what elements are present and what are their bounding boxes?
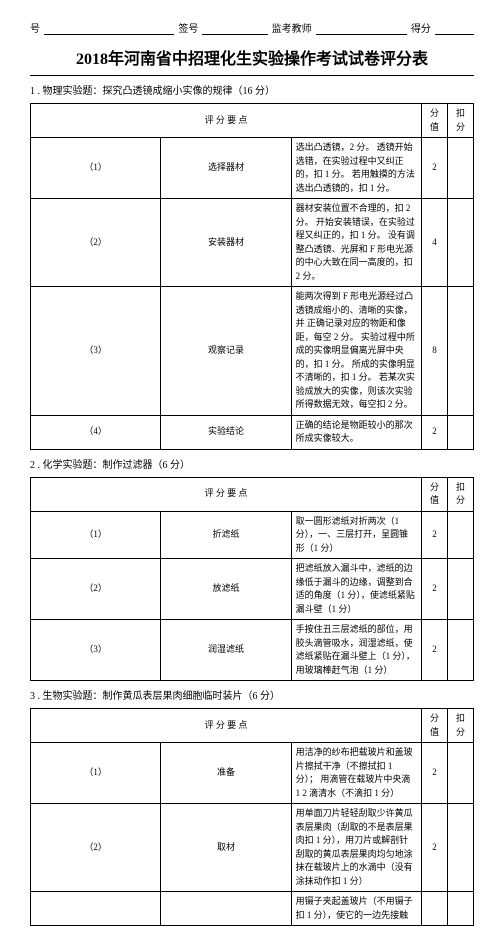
row-score: 2 [422,511,448,559]
row-points: 手按住丑三层滤纸的部位，用胶头滴管吸水，润湿滤纸，使滤纸紧贴在漏斗壁上（1 分）… [291,620,421,681]
row-name: 安装器材 [161,199,291,287]
row-name: 选择器材 [161,138,291,199]
table-row: （3） 润湿滤纸 手按住丑三层滤纸的部位，用胶头滴管吸水，润湿滤纸，使滤纸紧贴在… [31,620,474,681]
col-points: 评 分 要 点 [31,709,422,743]
page-title: 2018年河南省中招理化生实验操作考试试卷评分表 [30,45,474,76]
table-header-row: 评 分 要 点 分值 扣分 [31,709,474,743]
row-points: 用单面刀片轻轻刮取少许黄瓜表层果肉（刮取的不是表层果肉扣 1 分），用刀片或解剖… [291,804,421,892]
table-row: （3） 观察记录 能两次得到 F 形电光源经过凸透镜成缩小的、清晰的实像，并 正… [31,287,474,416]
row-deduct [448,287,474,416]
row-name: 润湿滤纸 [161,620,291,681]
row-name: 折滤纸 [161,511,291,559]
blank-hao [44,23,174,35]
row-idx: （2） [31,559,161,620]
row-deduct [448,892,474,926]
section-3-heading: 3 . 生物实验题：制作黄瓜表层果肉细胞临时装片（6 分） [30,687,474,702]
row-idx: （4） [31,415,161,449]
row-deduct [448,511,474,559]
row-idx: （3） [31,287,161,416]
section-2-heading: 2 . 化学实验题：制作过滤器（6 分） [30,456,474,471]
row-name: 放滤纸 [161,559,291,620]
row-idx: （1） [31,138,161,199]
table-row: （4） 实验结论 正确的结论是物距较小的那次所成实像较大。 2 [31,415,474,449]
row-idx: （3） [31,620,161,681]
label-defen: 得分 [411,20,431,35]
row-name: 实验结论 [161,415,291,449]
table-physics: 评 分 要 点 分值 扣分 （1） 选择器材 选出凸透镜，2 分。 透镜开始选错… [30,103,474,450]
row-score: 2 [422,620,448,681]
col-score: 分值 [422,104,448,138]
table-row: （1） 选择器材 选出凸透镜，2 分。 透镜开始选错，在实验过程中又纠正的，扣 … [31,138,474,199]
blank-jiankao [316,23,407,35]
row-deduct [448,743,474,804]
row-deduct [448,199,474,287]
label-hao: 号 [30,20,40,35]
table-row: （2） 放滤纸 把滤纸放入漏斗中，滤纸的边缘低于漏斗的边缘，调整到合适的角度（1… [31,559,474,620]
header-signature-line: 号 签号 监考教师 得分 [30,20,474,35]
row-points: 选出凸透镜，2 分。 透镜开始选错，在实验过程中又纠正的，扣 1 分。 若用触摸… [291,138,421,199]
row-deduct [448,804,474,892]
row-name [161,892,291,926]
table-biology: 评 分 要 点 分值 扣分 （1） 准备 用洁净的纱布把载玻片和盖玻片擦拭干净（… [30,708,474,926]
row-idx: （2） [31,199,161,287]
row-score: 2 [422,138,448,199]
blank-qianhao [202,23,267,35]
label-jiankao: 监考教师 [272,20,312,35]
row-idx: （2） [31,804,161,892]
row-score: 2 [422,804,448,892]
row-score: 4 [422,199,448,287]
row-points: 用洁净的纱布把载玻片和盖玻片擦拭干净（不擦拭扣 1 分）； 用滴管在载玻片中央滴… [291,743,421,804]
row-score: 2 [422,743,448,804]
row-points: 把滤纸放入漏斗中，滤纸的边缘低于漏斗的边缘，调整到合适的角度（1 分），使滤纸紧… [291,559,421,620]
table-row: （1） 折滤纸 取一圆形滤纸对折两次（1 分），一、三层打开，呈圆锥形（1 分）… [31,511,474,559]
row-points: 器材安装位置不合理的，扣 2 分。 开始安装错误，在实验过程又纠正的，扣 1 分… [291,199,421,287]
row-idx: （1） [31,743,161,804]
col-deduct: 扣分 [448,477,474,511]
row-score: 8 [422,287,448,416]
table-header-row: 评 分 要 点 分值 扣分 [31,477,474,511]
row-name: 准备 [161,743,291,804]
row-deduct [448,620,474,681]
row-score: 2 [422,559,448,620]
row-points: 能两次得到 F 形电光源经过凸透镜成缩小的、清晰的实像，并 正确记录对应的物距和… [291,287,421,416]
blank-defen [435,23,474,35]
row-points: 取一圆形滤纸对折两次（1 分），一、三层打开，呈圆锥形（1 分） [291,511,421,559]
col-points: 评 分 要 点 [31,477,422,511]
table-row: （2） 取材 用单面刀片轻轻刮取少许黄瓜表层果肉（刮取的不是表层果肉扣 1 分）… [31,804,474,892]
table-header-row: 评 分 要 点 分值 扣分 [31,104,474,138]
col-deduct: 扣分 [448,104,474,138]
col-score: 分值 [422,477,448,511]
row-deduct [448,559,474,620]
section-1-heading: 1 . 物理实验题：探究凸透镜成缩小实像的规律（16 分） [30,82,474,97]
table-row: 用镊子夹起盖玻片（不用镊子扣 1 分），使它的一边先接触 [31,892,474,926]
row-deduct [448,138,474,199]
row-score [422,892,448,926]
row-score: 2 [422,415,448,449]
col-score: 分值 [422,709,448,743]
table-chemistry: 评 分 要 点 分值 扣分 （1） 折滤纸 取一圆形滤纸对折两次（1 分），一、… [30,477,474,682]
row-idx [31,892,161,926]
table-row: （1） 准备 用洁净的纱布把载玻片和盖玻片擦拭干净（不擦拭扣 1 分）； 用滴管… [31,743,474,804]
row-points: 正确的结论是物距较小的那次所成实像较大。 [291,415,421,449]
row-name: 观察记录 [161,287,291,416]
col-points: 评 分 要 点 [31,104,422,138]
col-deduct: 扣分 [448,709,474,743]
row-deduct [448,415,474,449]
row-points: 用镊子夹起盖玻片（不用镊子扣 1 分），使它的一边先接触 [291,892,421,926]
table-row: （2） 安装器材 器材安装位置不合理的，扣 2 分。 开始安装错误，在实验过程又… [31,199,474,287]
row-idx: （1） [31,511,161,559]
label-qianhao: 签号 [178,20,198,35]
row-name: 取材 [161,804,291,892]
